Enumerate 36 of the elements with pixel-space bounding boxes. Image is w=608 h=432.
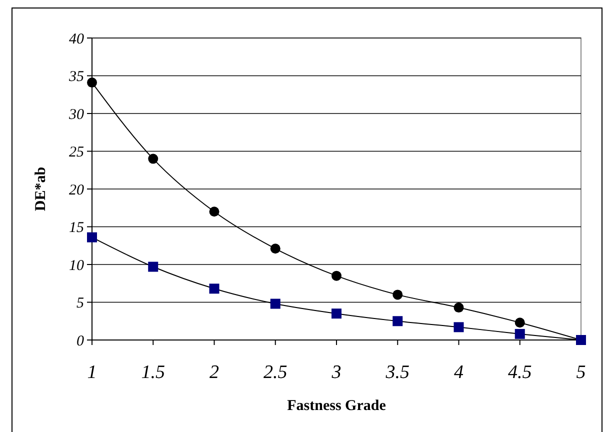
point <box>209 206 220 217</box>
y-tick-label: 20 <box>69 182 84 198</box>
point <box>454 322 464 332</box>
x-tick-label: 1.5 <box>141 362 165 383</box>
point <box>332 270 342 281</box>
y-tick-label: 10 <box>69 258 84 274</box>
point <box>148 262 158 272</box>
point <box>514 318 525 328</box>
point <box>87 78 97 88</box>
point <box>514 328 525 339</box>
x-tick-label: 3.5 <box>384 362 410 383</box>
x-tick-label: 2 <box>210 362 220 383</box>
point <box>87 232 97 242</box>
y-axis-title: DE*ab <box>33 166 49 212</box>
y-tick-label: 5 <box>76 296 84 312</box>
point <box>209 284 220 294</box>
x-tick-label: 1 <box>87 362 97 383</box>
point <box>392 290 403 300</box>
point <box>148 154 158 164</box>
point <box>392 316 403 326</box>
y-tick-label: 0 <box>76 333 84 350</box>
point <box>454 302 464 313</box>
x-tick-label: 2.5 <box>264 362 288 383</box>
x-tick-label: 4 <box>454 362 464 383</box>
x-tick-label: 4.5 <box>508 362 532 383</box>
y-tick-label: 15 <box>69 220 84 236</box>
y-tick-label: 40 <box>69 31 84 48</box>
x-tick-label: 5 <box>576 362 586 383</box>
y-tick-label: 25 <box>69 144 84 160</box>
point <box>270 298 280 309</box>
point <box>270 244 280 254</box>
y-tick-label: 35 <box>68 69 84 85</box>
x-tick-label: 3 <box>330 362 342 383</box>
point <box>332 308 342 319</box>
x-axis-title: Fastness Grade <box>287 398 386 414</box>
y-tick-label: 30 <box>68 106 84 123</box>
